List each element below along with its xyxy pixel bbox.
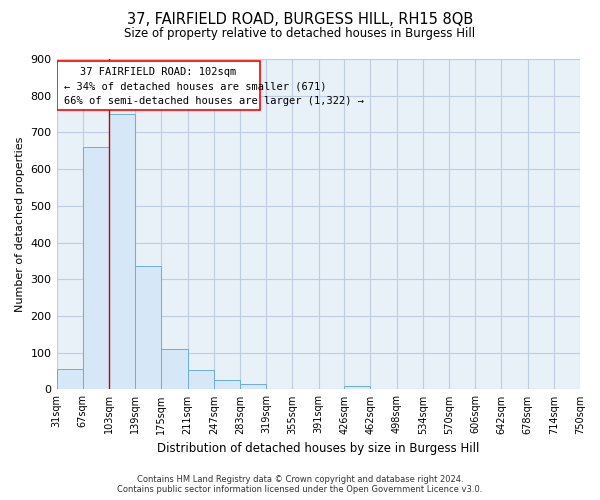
Text: 66% of semi-detached houses are larger (1,322) →: 66% of semi-detached houses are larger (…: [64, 96, 364, 106]
Bar: [83, 147, 109, 390]
Bar: [240, 384, 266, 390]
Text: Size of property relative to detached houses in Burgess Hill: Size of property relative to detached ho…: [124, 28, 476, 40]
X-axis label: Distribution of detached houses by size in Burgess Hill: Distribution of detached houses by size …: [157, 442, 479, 455]
Bar: [214, 380, 240, 390]
Bar: [161, 349, 188, 390]
Text: ← 34% of detached houses are smaller (671): ← 34% of detached houses are smaller (67…: [64, 82, 327, 92]
FancyBboxPatch shape: [56, 61, 260, 110]
Text: 37 FAIRFIELD ROAD: 102sqm: 37 FAIRFIELD ROAD: 102sqm: [80, 66, 236, 76]
Text: 37, FAIRFIELD ROAD, BURGESS HILL, RH15 8QB: 37, FAIRFIELD ROAD, BURGESS HILL, RH15 8…: [127, 12, 473, 28]
Bar: [188, 370, 214, 390]
Bar: [135, 266, 161, 390]
Bar: [109, 114, 135, 390]
Y-axis label: Number of detached properties: Number of detached properties: [15, 136, 25, 312]
Bar: [344, 386, 370, 390]
Bar: [56, 369, 83, 390]
Text: Contains HM Land Registry data © Crown copyright and database right 2024.
Contai: Contains HM Land Registry data © Crown c…: [118, 474, 482, 494]
